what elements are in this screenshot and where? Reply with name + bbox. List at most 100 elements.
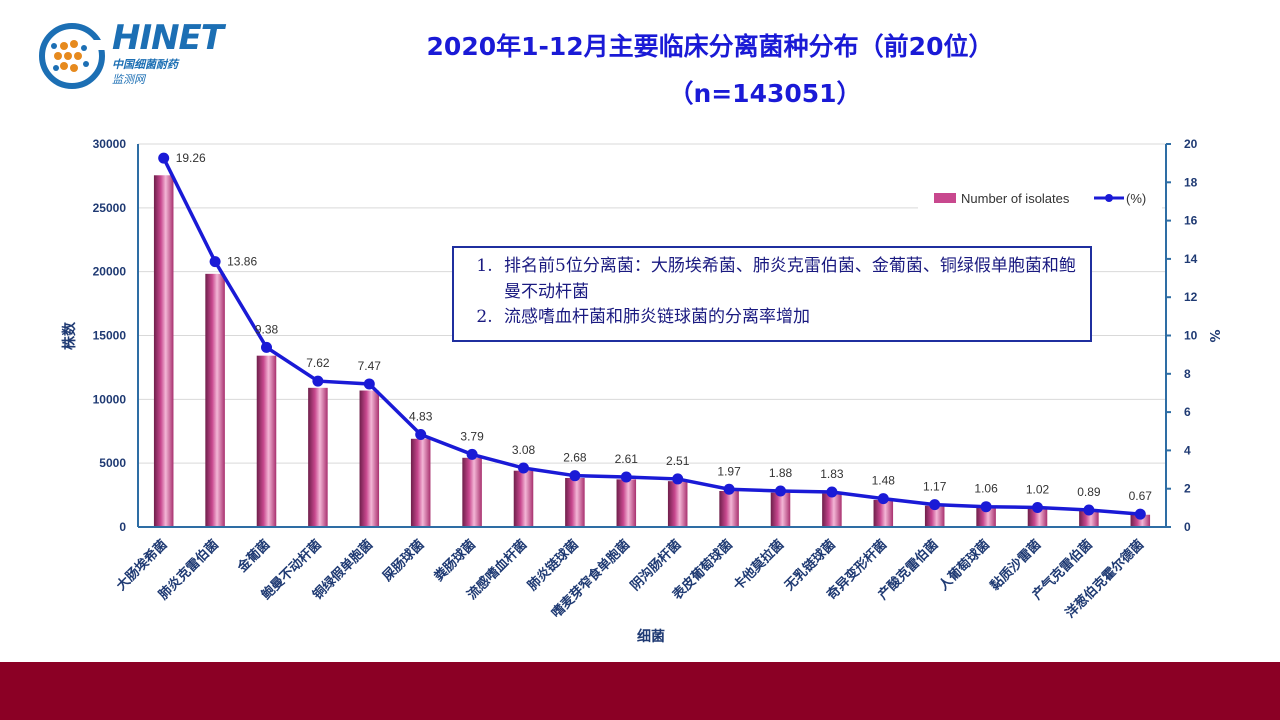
data-label: 1.97 bbox=[717, 464, 741, 478]
data-label: 1.83 bbox=[820, 467, 844, 481]
legend-swatch-bar bbox=[934, 193, 956, 203]
bar bbox=[410, 438, 431, 527]
y-tick-label: 30000 bbox=[93, 137, 127, 151]
percent-point bbox=[620, 471, 632, 483]
y2-tick-label: 16 bbox=[1184, 214, 1198, 228]
logo-text: HINET bbox=[112, 18, 224, 58]
percent-point bbox=[518, 462, 529, 474]
y-tick-label: 15000 bbox=[93, 329, 127, 343]
percent-point bbox=[877, 493, 889, 505]
percent-point bbox=[158, 152, 170, 164]
percent-point bbox=[415, 429, 427, 441]
y2-tick-label: 8 bbox=[1184, 367, 1191, 381]
bar bbox=[462, 457, 482, 527]
x-tick-label: 粪肠球菌 bbox=[431, 537, 479, 585]
percent-point bbox=[980, 501, 992, 513]
percent-point bbox=[775, 485, 786, 497]
percent-point bbox=[209, 256, 221, 268]
chart: 0 5000 10000 15000 20000 25000 30000 0 2 4 6 8 10 12 1… bbox=[61, 137, 1221, 645]
bar bbox=[1130, 514, 1151, 527]
y-tick-label: 5000 bbox=[99, 456, 126, 470]
data-label: 1.48 bbox=[872, 474, 896, 488]
y2-tick-label: 4 bbox=[1184, 443, 1191, 457]
percent-point bbox=[1032, 501, 1043, 513]
percent-point bbox=[363, 378, 375, 390]
bar bbox=[924, 505, 945, 527]
legend-label-isolates: Number of isolates bbox=[961, 191, 1070, 206]
y2-tick-label: 14 bbox=[1184, 252, 1198, 266]
percent-point bbox=[1083, 504, 1095, 516]
page-subtitle: （n=143051） bbox=[668, 79, 862, 108]
data-label: 2.61 bbox=[615, 452, 639, 466]
data-label: 7.62 bbox=[306, 356, 330, 370]
x-tick-label: 肺炎链球菌 bbox=[524, 537, 581, 594]
data-label: 3.79 bbox=[460, 429, 484, 443]
x-tick-label: 黏质沙雷菌 bbox=[987, 537, 1044, 594]
bar bbox=[359, 390, 380, 527]
y-tick-label: 10000 bbox=[93, 392, 127, 406]
bar bbox=[1027, 508, 1048, 527]
x-tick-label: 卡他莫拉菌 bbox=[730, 537, 787, 594]
percent-point bbox=[261, 341, 272, 353]
bar bbox=[1079, 510, 1099, 527]
percent-point bbox=[569, 470, 581, 482]
bar bbox=[667, 481, 688, 527]
y2-tick-label: 20 bbox=[1184, 137, 1198, 151]
y2-tick-label: 10 bbox=[1184, 329, 1198, 343]
note-item-1: 排名前5位分离菌：大肠埃希菌、肺炎克雷伯菌、金葡菌、铜绿假单胞菌和鲍曼不动杆菌 bbox=[498, 254, 1080, 305]
percent-point bbox=[1134, 508, 1146, 520]
x-tick-label: 屎肠球菌 bbox=[379, 537, 427, 585]
bar bbox=[770, 492, 791, 527]
data-label: 2.51 bbox=[666, 454, 690, 468]
percent-point bbox=[312, 375, 324, 387]
percent-line bbox=[162, 157, 1141, 516]
percent-point bbox=[466, 448, 478, 460]
footer-bar bbox=[0, 662, 1280, 720]
percent-point bbox=[672, 473, 684, 485]
y-tick-label: 20000 bbox=[93, 265, 127, 279]
percent-point bbox=[826, 486, 838, 498]
bar bbox=[513, 470, 534, 527]
x-tick-label: 金葡菌 bbox=[234, 537, 274, 577]
percent-point bbox=[929, 499, 941, 511]
data-label: 1.06 bbox=[974, 482, 998, 496]
bar bbox=[205, 273, 225, 527]
data-label: 13.86 bbox=[227, 255, 257, 269]
bar bbox=[976, 507, 996, 527]
y2-tick-label: 2 bbox=[1184, 482, 1191, 496]
x-tick-label: 人葡萄球菌 bbox=[936, 537, 993, 594]
y2-axis-title: % bbox=[1206, 329, 1221, 342]
data-label: 1.17 bbox=[923, 480, 947, 494]
data-label: 0.67 bbox=[1129, 489, 1153, 503]
note-item-2: 流感嗜血杆菌和肺炎链球菌的分离率增加 bbox=[498, 305, 1080, 331]
hinet-logo: HINET 中国细菌耐药 监测网 bbox=[38, 18, 224, 92]
y-tick-label: 0 bbox=[119, 520, 126, 534]
data-label: 1.88 bbox=[769, 466, 793, 480]
bar bbox=[565, 477, 585, 527]
bar bbox=[616, 479, 637, 527]
page-title: 2020年1-12月主要临床分离菌种分布（前20位） bbox=[426, 32, 994, 61]
data-label: 7.47 bbox=[358, 359, 382, 373]
data-label: 2.68 bbox=[563, 451, 587, 465]
y2-tick-label: 18 bbox=[1184, 175, 1198, 189]
logo-subtitle-2: 监测网 bbox=[112, 73, 145, 86]
logo-subtitle: 中国细菌耐药 bbox=[112, 58, 178, 71]
x-tick-label: 阴沟肠杆菌 bbox=[627, 537, 684, 594]
data-label: 3.08 bbox=[512, 443, 536, 457]
legend-label-percent: (%) bbox=[1126, 191, 1146, 206]
percent-point bbox=[723, 483, 735, 495]
legend-line-marker bbox=[1105, 194, 1113, 202]
bar bbox=[873, 499, 894, 527]
legend: Number of isolates (%) bbox=[918, 182, 1162, 210]
y-axis-title: 株数 bbox=[61, 321, 78, 350]
legend-background bbox=[918, 182, 1162, 210]
data-label: 1.02 bbox=[1026, 482, 1050, 496]
bar bbox=[308, 387, 328, 527]
y2-tick-label: 12 bbox=[1184, 290, 1198, 304]
y2-tick-label: 0 bbox=[1184, 520, 1191, 534]
summary-note: 排名前5位分离菌：大肠埃希菌、肺炎克雷伯菌、金葡菌、铜绿假单胞菌和鲍曼不动杆菌 … bbox=[452, 246, 1092, 342]
x-tick-label: 大肠埃希菌 bbox=[113, 537, 170, 594]
data-label: 0.89 bbox=[1077, 485, 1101, 499]
data-label: 9.38 bbox=[255, 322, 279, 336]
y2-tick-label: 6 bbox=[1184, 405, 1191, 419]
